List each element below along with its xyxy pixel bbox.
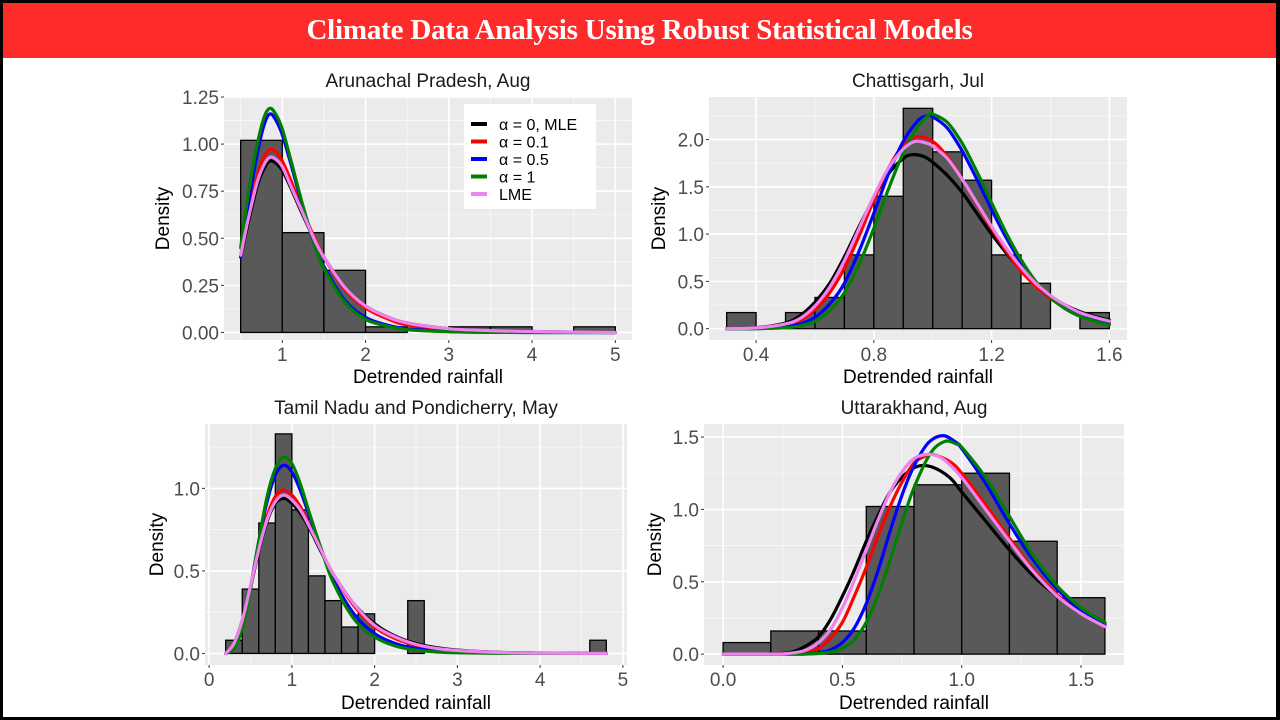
panel-title: Uttarakhand, Aug [841,398,988,419]
histogram-bar [722,641,772,655]
histogram-bar [589,639,607,655]
x-tick-label: 0 [204,670,215,691]
legend-label: α = 1 [499,170,535,187]
histogram-bar [913,484,963,655]
y-tick-label: 1.0 [673,500,699,521]
x-tick-label: 3 [444,345,455,366]
x-tick-label: 0.5 [829,670,855,691]
y-axis-title: Density [649,186,670,250]
y-tick-label: 0.5 [174,562,200,583]
histogram-bar [340,626,359,655]
panel-title: Chattisgarh, Jul [852,71,984,92]
x-tick-label: 5 [610,345,621,366]
density-curves [224,455,608,656]
density-curves [721,434,1107,656]
y-tick-label: 1.0 [678,225,704,246]
y-tick-label: 1.0 [174,479,200,500]
y-tick-label: 0.0 [673,645,699,666]
y-tick-label: 0.25 [182,276,219,297]
histogram-bar [324,599,343,655]
x-axis: 1 2 3 4 5 [277,340,621,366]
density-curves [725,111,1111,331]
histogram-bar [1020,282,1052,330]
y-tick-label: 0.0 [174,644,200,665]
page-title: Climate Data Analysis Using Robust Stati… [306,14,973,46]
density-curve-lme [224,493,608,655]
x-tick-label: 1.5 [1068,670,1094,691]
x-tick-label: 3 [452,670,463,691]
y-axis: 0.0 0.5 1.0 [174,479,205,665]
x-tick-label: 2 [360,345,371,366]
legend-label: α = 0.5 [499,152,549,169]
density-curve-alpha-1 [239,106,617,335]
y-tick-label: 0.00 [182,323,219,344]
panel-title: Tamil Nadu and Pondicherry, May [274,398,558,419]
y-tick-label: 0.75 [182,182,219,203]
y-tick-label: 0.5 [678,272,704,293]
y-tick-label: 1.00 [182,135,219,156]
density-curves [239,106,617,335]
x-tick-label: 1.2 [978,345,1004,366]
x-tick-label: 4 [535,670,546,691]
x-tick-label: 0.0 [710,670,736,691]
x-tick-label: 0.4 [743,345,770,366]
histogram-bar [307,575,326,655]
density-curve-lme [239,155,617,335]
density-curve-lme [725,139,1111,331]
y-tick-label: 1.5 [673,428,699,449]
chart-panel-3: 0 1 2 3 4 5 0.0 0.5 1.0 Tamil Nadu and Pondicherr… [147,398,628,714]
x-tick-label: 2 [369,670,380,691]
y-axis-title: Density [153,186,174,250]
panel-title: Arunachal Pradesh, Aug [326,71,531,92]
x-tick-label: 1 [287,670,298,691]
histogram-bar [291,509,310,655]
x-tick-label: 1 [277,345,288,366]
legend-label: α = 0, MLE [499,117,577,134]
x-axis-title: Detrended rainfall [353,367,503,388]
x-tick-label: 1.6 [1096,345,1122,366]
y-axis: 0.0 0.5 1.0 1.5 [673,428,704,666]
title-banner: Climate Data Analysis Using Robust Stati… [3,3,1276,58]
density-curve-alpha-1 [721,439,1107,656]
x-axis-title: Detrended rainfall [843,367,993,388]
x-axis-title: Detrended rainfall [341,693,491,714]
legend-label: LME [499,187,532,204]
density-curve-lme [721,452,1107,656]
y-tick-label: 0.5 [673,573,699,594]
y-tick-label: 0.0 [678,320,704,341]
legend-label: α = 0.1 [499,135,549,152]
y-tick-label: 2.0 [678,131,704,152]
x-axis: 0.0 0.5 1.0 1.5 [710,665,1094,691]
y-tick-label: 0.50 [182,229,219,250]
chart-panel-1: 1 2 3 4 5 0.00 0.25 0.50 0.75 1.00 1.25 Arunachal P… [153,71,632,388]
x-tick-label: 5 [618,670,629,691]
y-axis-title: Density [147,512,168,576]
legend-box [464,104,596,209]
chart-panel-4: 0.0 0.5 1.0 1.5 0.0 0.5 1.0 1.5 Uttarakhand, Aug… [645,398,1124,714]
y-axis-title: Density [645,512,666,576]
x-axis: 0.4 0.8 1.2 1.6 [743,340,1123,366]
x-tick-label: 0.8 [861,345,887,366]
histogram-bar [407,599,425,655]
y-tick-label: 1.25 [182,88,219,109]
x-tick-label: 1.0 [949,670,975,691]
chart-panel-2: 0.4 0.8 1.2 1.6 0.0 0.5 1.0 1.5 2.0 Chattisgarh, … [649,71,1127,388]
histogram-bar [726,311,757,330]
y-axis: 0.00 0.25 0.50 0.75 1.00 1.25 [182,88,224,344]
x-axis-title: Detrended rainfall [839,693,989,714]
x-tick-label: 4 [527,345,538,366]
y-tick-label: 1.5 [678,178,704,199]
y-axis: 0.0 0.5 1.0 1.5 2.0 [678,131,709,341]
x-axis: 0 1 2 3 4 5 [204,665,628,691]
histogram-bar [932,151,963,330]
